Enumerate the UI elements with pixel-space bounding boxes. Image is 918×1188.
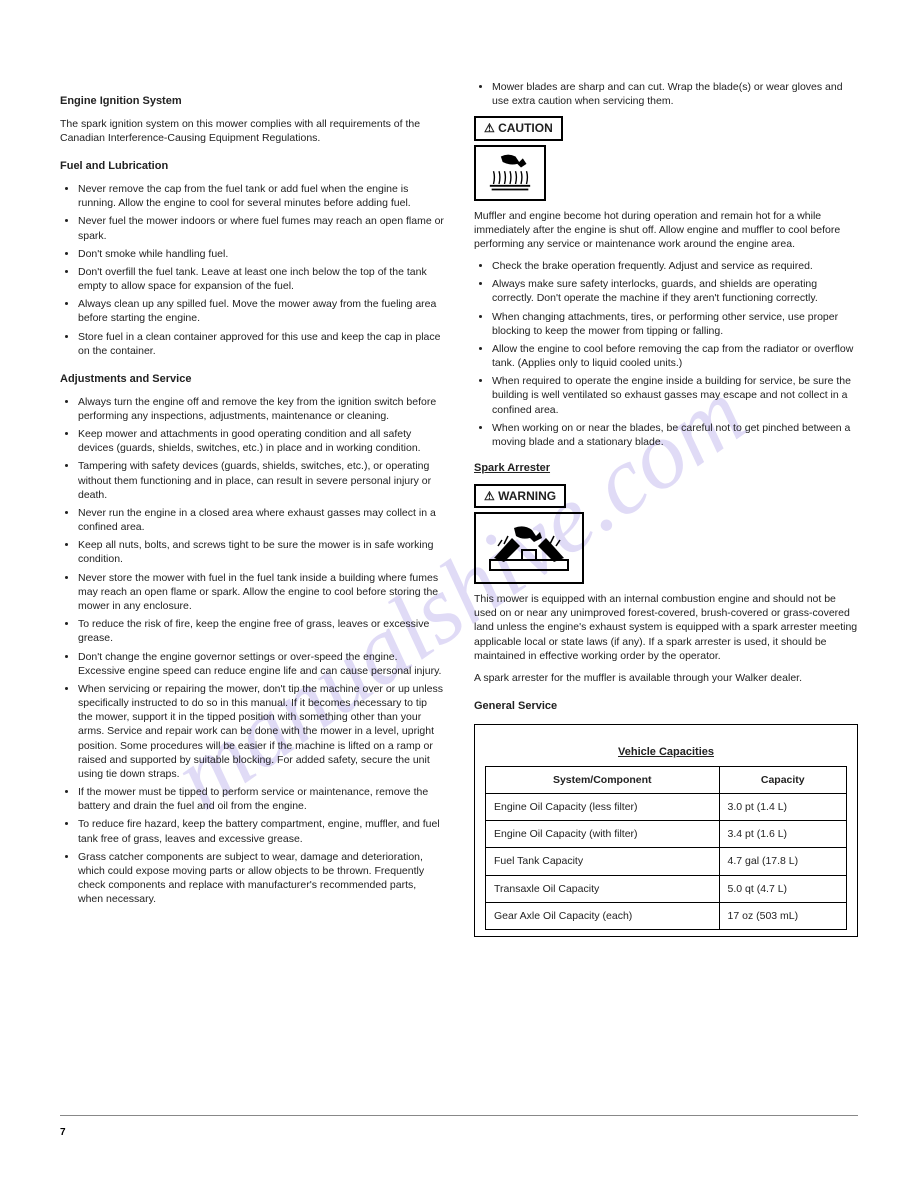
list-item: If the mower must be tipped to perform s… xyxy=(78,785,444,813)
table-cell: Engine Oil Capacity (with filter) xyxy=(486,821,720,848)
list-item: When servicing or repairing the mower, d… xyxy=(78,682,444,781)
list-item: Mower blades are sharp and can cut. Wrap… xyxy=(492,80,858,108)
list-item: When changing attachments, tires, or per… xyxy=(492,310,858,338)
adjust-list-left: Always turn the engine off and remove th… xyxy=(60,395,444,907)
list-item: Never run the engine in a closed area wh… xyxy=(78,506,444,534)
table-cell: 5.0 qt (4.7 L) xyxy=(719,875,846,902)
page-content: Engine Ignition System The spark ignitio… xyxy=(0,0,918,997)
ignition-paragraph: The spark ignition system on this mower … xyxy=(60,117,444,145)
col-header: System/Component xyxy=(486,766,720,793)
list-item: Store fuel in a clean container approved… xyxy=(78,330,444,358)
lubrication-list: Never remove the cap from the fuel tank … xyxy=(60,182,444,358)
footer-rule xyxy=(60,1115,858,1116)
list-item: When working on or near the blades, be c… xyxy=(492,421,858,449)
table-cell: Transaxle Oil Capacity xyxy=(486,875,720,902)
capacities-table-wrap: Vehicle Capacities System/Component Capa… xyxy=(474,724,858,937)
warning-text-2: A spark arrester for the muffler is avai… xyxy=(474,671,858,685)
list-item: To reduce the risk of fire, keep the eng… xyxy=(78,617,444,645)
capacities-caption: Vehicle Capacities xyxy=(485,745,847,766)
table-cell: Gear Axle Oil Capacity (each) xyxy=(486,902,720,929)
list-item: Always turn the engine off and remove th… xyxy=(78,395,444,423)
right-column: Mower blades are sharp and can cut. Wrap… xyxy=(474,80,858,937)
table-cell: 17 oz (503 mL) xyxy=(719,902,846,929)
caution-hot-surface-icon xyxy=(474,145,546,201)
list-item: Don't overfill the fuel tank. Leave at l… xyxy=(78,265,444,293)
list-item: Always make sure safety interlocks, guar… xyxy=(492,277,858,305)
table-cell: 3.0 pt (1.4 L) xyxy=(719,794,846,821)
service-heading: General Service xyxy=(474,699,858,714)
table-cell: 4.7 gal (17.8 L) xyxy=(719,848,846,875)
ignition-heading: Engine Ignition System xyxy=(60,94,444,109)
spark-heading: Spark Arrester xyxy=(474,461,858,476)
table-cell: 3.4 pt (1.6 L) xyxy=(719,821,846,848)
list-item: Always clean up any spilled fuel. Move t… xyxy=(78,297,444,325)
adjust-list-right-1: Mower blades are sharp and can cut. Wrap… xyxy=(474,80,858,108)
list-item: Never fuel the mower indoors or where fu… xyxy=(78,214,444,242)
adjust-heading: Adjustments and Service xyxy=(60,372,444,387)
list-item: To reduce fire hazard, keep the battery … xyxy=(78,817,444,845)
lubrication-heading: Fuel and Lubrication xyxy=(60,159,444,174)
list-item: Don't change the engine governor setting… xyxy=(78,650,444,678)
col-header: Capacity xyxy=(719,766,846,793)
list-item: Keep all nuts, bolts, and screws tight t… xyxy=(78,538,444,566)
list-item: Keep mower and attachments in good opera… xyxy=(78,427,444,455)
caution-text: Muffler and engine become hot during ope… xyxy=(474,209,858,252)
list-item: When required to operate the engine insi… xyxy=(492,374,858,417)
table-row: Gear Axle Oil Capacity (each) 17 oz (503… xyxy=(486,902,847,929)
caution-label: ⚠ CAUTION xyxy=(474,116,563,140)
warning-label: ⚠ WARNING xyxy=(474,484,566,508)
table-row: Engine Oil Capacity (with filter) 3.4 pt… xyxy=(486,821,847,848)
page-number: 7 xyxy=(60,1127,66,1138)
table-cell: Engine Oil Capacity (less filter) xyxy=(486,794,720,821)
adjust-list-right-2: Check the brake operation frequently. Ad… xyxy=(474,259,858,449)
table-cell: Fuel Tank Capacity xyxy=(486,848,720,875)
table-row: Engine Oil Capacity (less filter) 3.0 pt… xyxy=(486,794,847,821)
list-item: Never remove the cap from the fuel tank … xyxy=(78,182,444,210)
warning-blade-hazard-icon xyxy=(474,512,584,584)
table-row: Fuel Tank Capacity 4.7 gal (17.8 L) xyxy=(486,848,847,875)
capacities-table: Vehicle Capacities System/Component Capa… xyxy=(485,745,847,930)
list-item: Grass catcher components are subject to … xyxy=(78,850,444,907)
warning-text-1: This mower is equipped with an internal … xyxy=(474,592,858,663)
table-row: Transaxle Oil Capacity 5.0 qt (4.7 L) xyxy=(486,875,847,902)
list-item: Never store the mower with fuel in the f… xyxy=(78,571,444,614)
left-column: Engine Ignition System The spark ignitio… xyxy=(60,80,444,937)
table-header-row: System/Component Capacity xyxy=(486,766,847,793)
list-item: Allow the engine to cool before removing… xyxy=(492,342,858,370)
list-item: Don't smoke while handling fuel. xyxy=(78,247,444,261)
list-item: Check the brake operation frequently. Ad… xyxy=(492,259,858,273)
list-item: Tampering with safety devices (guards, s… xyxy=(78,459,444,502)
